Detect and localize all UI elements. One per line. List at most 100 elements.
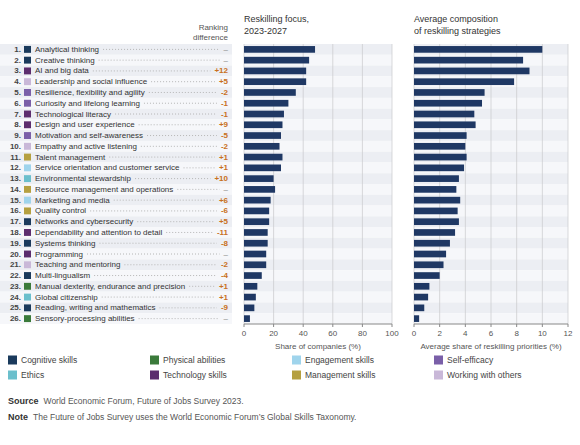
row-stripe <box>0 249 232 260</box>
tick-label: 20 <box>269 329 278 338</box>
row-stripe <box>0 292 232 303</box>
grid-line <box>273 44 274 324</box>
tick-mark <box>516 324 517 327</box>
row-stripe <box>0 227 232 238</box>
row-stripe <box>244 152 392 163</box>
grid-line <box>491 44 492 324</box>
leader-line <box>115 114 217 115</box>
category-swatch <box>24 186 31 193</box>
bar <box>414 294 428 301</box>
text-line: Ranking <box>199 23 228 32</box>
row-stripe <box>244 270 392 281</box>
ranking-difference-label: +6 <box>219 196 229 205</box>
legend-label: Engagement skills <box>305 355 374 365</box>
ranking-difference-label: +12 <box>214 66 228 75</box>
bar <box>244 68 306 75</box>
bar <box>414 175 459 182</box>
category-swatch <box>24 57 31 64</box>
row-stripe <box>0 44 232 55</box>
ranking-difference-label: -1 <box>221 110 229 119</box>
rank-label: 6. <box>14 99 21 108</box>
ranking-difference-label: -4 <box>221 271 229 280</box>
rank-label: 12. <box>10 163 21 172</box>
grid-line <box>542 44 543 324</box>
ranking-difference-label: -8 <box>221 239 229 248</box>
ranking-difference-label: -2 <box>221 260 229 269</box>
rank-label: 5. <box>14 88 21 97</box>
bar <box>414 121 476 128</box>
row-stripe <box>0 76 232 87</box>
leader-line <box>144 103 217 104</box>
tick-mark <box>303 324 304 327</box>
category-swatch <box>24 67 31 74</box>
rank-label: 7. <box>14 110 21 119</box>
category-label: Teaching and mentoring <box>35 260 120 269</box>
category-label: Multi-lingualism <box>35 271 90 280</box>
rank-label: 16. <box>10 206 21 215</box>
note-text: The Future of Jobs Survey uses the World… <box>33 412 356 422</box>
row-stripe <box>0 162 232 173</box>
category-swatch <box>24 89 31 96</box>
ranking-difference-title: Rankingdifference <box>193 23 229 42</box>
row-stripe <box>0 55 232 66</box>
bar <box>414 111 474 118</box>
ranking-difference-label: -1 <box>221 99 229 108</box>
tick-label: 0 <box>412 329 417 338</box>
text-line: of reskilling strategies <box>414 26 501 36</box>
source-text: World Economic Forum, Future of Jobs Sur… <box>44 396 244 406</box>
grid-line <box>439 44 440 324</box>
ranking-difference-label: -9 <box>221 303 229 312</box>
grid-line <box>332 44 333 324</box>
category-label: Dependability and attention to detail <box>35 228 162 237</box>
tick-mark <box>465 324 466 327</box>
leader-line <box>141 146 217 147</box>
category-swatch <box>24 121 31 128</box>
row-stripe <box>0 270 232 281</box>
row-stripe <box>0 141 232 152</box>
rank-label: 11. <box>10 153 21 162</box>
tick-mark <box>491 324 492 327</box>
bar <box>414 305 424 312</box>
category-label: Resource management and operations <box>35 185 173 194</box>
row-stripe <box>0 281 232 292</box>
bar <box>414 197 460 204</box>
category-swatch <box>24 315 31 322</box>
rank-label: 24. <box>10 293 21 302</box>
grid-line <box>414 44 415 324</box>
label-panel: Rankingdifference1.Analytical thinking–2… <box>0 23 232 324</box>
legend-swatch <box>150 356 159 365</box>
grid-line <box>465 44 466 324</box>
legend-label: Cognitive skills <box>21 355 77 365</box>
tick-label: 10 <box>538 329 547 338</box>
ranking-difference-label: -2 <box>221 142 229 151</box>
row-stripe <box>0 173 232 184</box>
bar <box>244 57 309 64</box>
leader-line <box>151 81 215 82</box>
category-label: Talent management <box>35 153 106 162</box>
category-swatch <box>24 111 31 118</box>
row-stripe <box>0 98 232 109</box>
category-label: Manual dexterity, endurance and precisio… <box>35 282 185 291</box>
bar <box>244 197 271 204</box>
category-label: Marketing and media <box>35 196 110 205</box>
ranking-difference-label: +1 <box>219 163 229 172</box>
bar <box>414 272 440 279</box>
tick-label: 8 <box>514 329 519 338</box>
row-stripe <box>244 173 392 184</box>
category-label: Systems thinking <box>35 239 95 248</box>
legend-label: Physical abilities <box>163 355 225 365</box>
leader-line <box>135 178 210 179</box>
leader-line <box>149 92 217 93</box>
row-stripe <box>0 119 232 130</box>
tick-mark <box>414 324 415 327</box>
ranking-difference-label: – <box>224 185 229 194</box>
ranking-difference-label: +10 <box>214 174 228 183</box>
row-stripe <box>244 313 392 324</box>
row-stripe <box>244 238 392 249</box>
rank-label: 1. <box>14 45 21 54</box>
ranking-difference-label: -11 <box>217 228 229 237</box>
category-swatch <box>24 283 31 290</box>
grid-line <box>568 44 569 324</box>
row-stripe <box>244 66 392 77</box>
leader-line <box>109 157 215 158</box>
